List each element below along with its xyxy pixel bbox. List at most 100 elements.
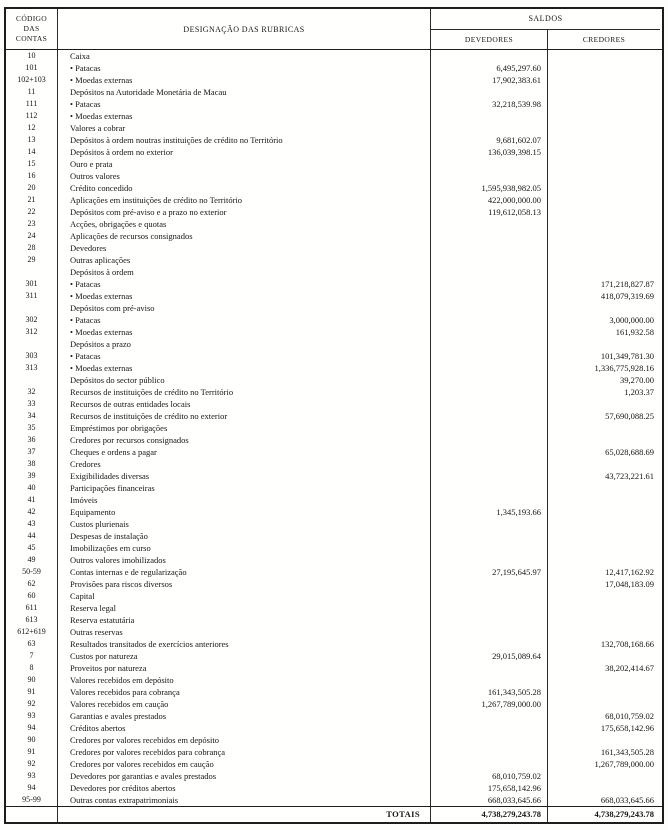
row-label: • Moedas externas <box>58 362 431 374</box>
row-label: • Patacas <box>58 278 431 290</box>
table-row: 95-99 Outras contas extrapatrimoniais 66… <box>6 794 662 806</box>
row-devedores-value: 136,039,398.15 <box>431 146 548 158</box>
row-code: 92 <box>6 758 58 770</box>
row-label: Garantias e avales prestados <box>58 710 431 722</box>
row-code: 29 <box>6 254 58 266</box>
row-label: Contas internas e de regularização <box>58 566 431 578</box>
totals-devedores-value: 4,738,279,243.78 <box>431 807 548 822</box>
row-code: 313 <box>6 362 58 374</box>
row-label: Recursos de instituições de crédito no T… <box>58 386 431 398</box>
row-devedores-value: 29,015,089.64 <box>431 650 548 662</box>
row-label: Depósitos à ordem <box>58 266 431 278</box>
table-row: 28 Devedores <box>6 242 662 254</box>
row-label: Devedores por créditos abertos <box>58 782 431 794</box>
row-devedores-value: 17,902,383.61 <box>431 74 548 86</box>
row-code: 40 <box>6 482 58 494</box>
row-devedores-value <box>431 626 548 638</box>
row-devedores-value <box>431 218 548 230</box>
row-label: Credores por recursos consignados <box>58 434 431 446</box>
row-devedores-value <box>431 110 548 122</box>
row-label: Participações financeiras <box>58 482 431 494</box>
row-credores-value: 668,033,645.66 <box>600 795 654 805</box>
row-code: 33 <box>6 398 58 410</box>
row-code: 94 <box>6 782 58 794</box>
row-label: Outros valores <box>58 170 431 182</box>
row-code: 302 <box>6 314 58 326</box>
row-code: 34 <box>6 410 58 422</box>
row-code: 62 <box>6 578 58 590</box>
row-credores-value <box>548 242 660 254</box>
row-devedores-value <box>431 254 548 266</box>
table-row: 313 • Moedas externas 1,336,775,928.16 <box>6 362 662 374</box>
row-credores-value <box>548 698 660 710</box>
header-codigo-line3: CONTAS <box>15 34 48 43</box>
row-devedores-value <box>431 50 548 62</box>
row-code: 93 <box>6 710 58 722</box>
totals-row: TOTAIS 4,738,279,243.78 4,738,279,243.78 <box>6 806 662 822</box>
table-row: 49 Outros valores imobilizados <box>6 554 662 566</box>
row-code: 50-59 <box>6 566 58 578</box>
row-code: 35 <box>6 422 58 434</box>
row-code: 91 <box>6 746 58 758</box>
row-label: Crédito concedido <box>58 182 431 194</box>
row-label: • Patacas <box>58 62 431 74</box>
row-code: 32 <box>6 386 58 398</box>
row-devedores-value <box>431 278 548 290</box>
row-devedores-value <box>431 398 548 410</box>
table-row: 62 Provisões para riscos diversos 17,048… <box>6 578 662 590</box>
table-row: 612+619 Outras reservas <box>6 626 662 638</box>
row-credores-value <box>548 158 660 170</box>
table-row: 303 • Patacas 101,349,781.30 <box>6 350 662 362</box>
row-devedores-value <box>431 290 548 302</box>
row-credores-value <box>548 230 660 242</box>
row-label: Depósitos à ordem noutras instituições d… <box>58 134 431 146</box>
row-code: 24 <box>6 230 58 242</box>
row-code: 301 <box>6 278 58 290</box>
row-label: Valores recebidos para cobrança <box>58 686 431 698</box>
row-devedores-value <box>431 374 548 386</box>
row-devedores-value <box>431 578 548 590</box>
row-label: • Moedas externas <box>58 290 431 302</box>
header-credores: CREDORES <box>582 35 626 44</box>
row-code: 8 <box>6 662 58 674</box>
row-devedores-value <box>431 302 548 314</box>
row-label: • Patacas <box>58 314 431 326</box>
table-row: Depósitos à ordem <box>6 266 662 278</box>
row-credores-value: 12,417,162.92 <box>605 567 654 577</box>
table-row: 92 Credores por valores recebidos em cau… <box>6 758 662 770</box>
row-devedores-value <box>431 542 548 554</box>
row-label: Depósitos a prazo <box>58 338 431 350</box>
row-credores-value: 171,218,827.87 <box>600 279 654 289</box>
table-row: 613 Reserva estatutária <box>6 614 662 626</box>
row-label: Capital <box>58 590 431 602</box>
row-label: Aplicações de recursos consignados <box>58 230 431 242</box>
row-label: • Patacas <box>58 350 431 362</box>
row-credores-value <box>548 782 660 794</box>
row-devedores-value: 6,495,297.60 <box>431 62 548 74</box>
row-code: 12 <box>6 122 58 134</box>
row-label: Aplicações em instituições de crédito no… <box>58 194 431 206</box>
row-label: • Moedas externas <box>58 110 431 122</box>
table-row: 44 Despesas de instalação <box>6 530 662 542</box>
row-code: 20 <box>6 182 58 194</box>
row-credores-value <box>548 338 660 350</box>
row-code: 37 <box>6 446 58 458</box>
row-credores-value: 39,270.00 <box>620 375 654 385</box>
row-devedores-value <box>431 518 548 530</box>
row-devedores-value: 27,195,645.97 <box>431 566 548 578</box>
table-row: 34 Recursos de instituições de crédito n… <box>6 410 662 422</box>
row-label: Devedores <box>58 242 431 254</box>
row-code: 90 <box>6 674 58 686</box>
row-label: Credores por valores recebidos para cobr… <box>58 746 431 758</box>
table-row: 22 Depósitos com pré-aviso e a prazo no … <box>6 206 662 218</box>
row-label: • Patacas <box>58 98 431 110</box>
row-credores-value: 68,010,759.02 <box>605 711 654 721</box>
row-devedores-value <box>431 86 548 98</box>
table-row: 7 Custos por natureza 29,015,089.64 <box>6 650 662 662</box>
row-credores-value <box>548 218 660 230</box>
row-devedores-value <box>431 242 548 254</box>
row-devedores-value <box>431 230 548 242</box>
row-devedores-value <box>431 158 548 170</box>
row-credores-value <box>548 518 660 530</box>
row-devedores-value <box>431 674 548 686</box>
